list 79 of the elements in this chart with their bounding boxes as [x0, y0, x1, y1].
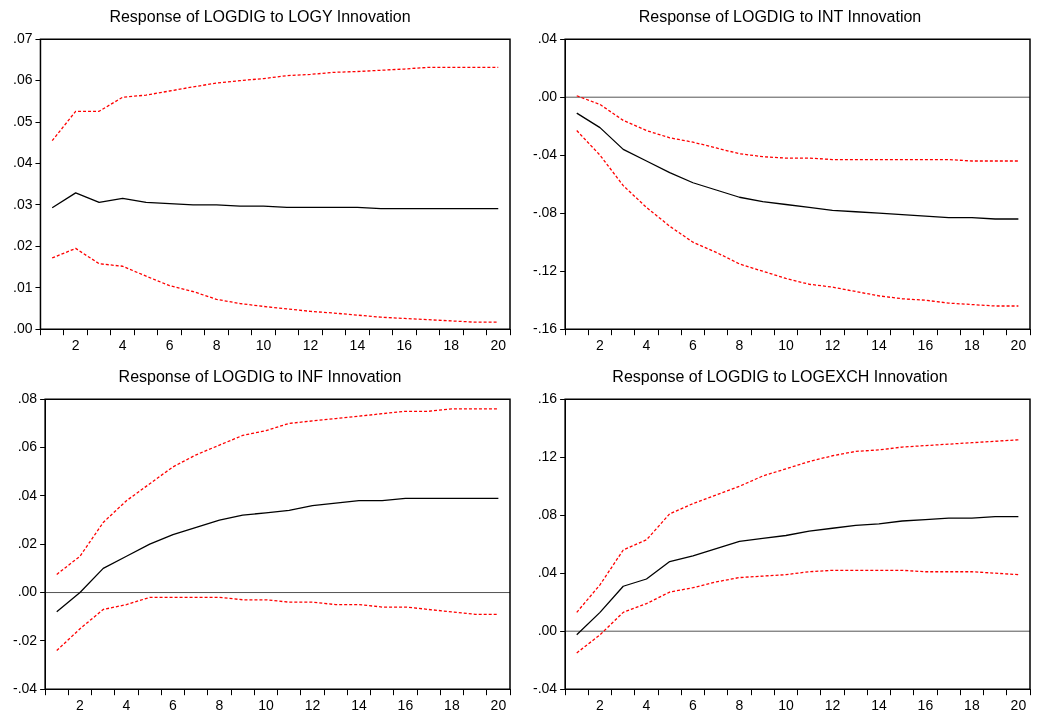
x-tick-label: 8 — [735, 337, 744, 354]
y-tick-label: .04 — [12, 154, 33, 171]
y-tick-label: .00 — [17, 583, 38, 600]
y-tick-label: -.02 — [13, 631, 38, 648]
y-tick-label: -.04 — [533, 680, 558, 697]
x-tick-label: 2 — [71, 337, 80, 354]
x-tick-label: 16 — [397, 697, 414, 714]
x-tick-label: 18 — [443, 337, 460, 354]
y-tick-label: -.08 — [533, 204, 558, 221]
y-tick-label: .02 — [17, 535, 38, 552]
line-series — [576, 569, 1020, 654]
x-tick-label: 10 — [255, 337, 272, 354]
x-tick-label: 14 — [349, 337, 366, 354]
x-tick-label: 12 — [304, 697, 321, 714]
y-tick-label: .00 — [12, 320, 33, 337]
x-tick-label: 14 — [871, 697, 887, 714]
y-tick-label: .08 — [537, 506, 558, 523]
x-tick-label: 12 — [824, 697, 841, 714]
y-tick-label: .00 — [537, 622, 558, 639]
y-tick-label: .07 — [12, 30, 33, 47]
x-tick-label: 20 — [490, 697, 507, 714]
x-tick-label: 4 — [642, 697, 651, 714]
chart-title: Response of LOGDIG to LOGEXCH Innovation — [612, 368, 948, 386]
x-tick-label: 4 — [122, 697, 131, 714]
chart-title: Response of LOGDIG to INF Innovation — [118, 368, 402, 386]
x-tick-label: 10 — [778, 337, 794, 354]
y-tick-label: .03 — [12, 195, 33, 212]
x-tick-label: 4 — [118, 337, 127, 354]
x-tick-label: 16 — [917, 337, 934, 354]
x-tick-label: 6 — [165, 337, 174, 354]
x-tick-label: 10 — [778, 697, 794, 714]
y-tick-label: .00 — [537, 88, 558, 105]
x-tick-label: 8 — [212, 337, 221, 354]
x-tick-label: 12 — [302, 337, 319, 354]
x-tick-label: 2 — [76, 697, 85, 714]
x-tick-label: 2 — [596, 337, 605, 354]
line-series — [576, 439, 1020, 613]
x-tick-label: 18 — [444, 697, 460, 714]
y-tick-label: -.16 — [533, 320, 558, 337]
line-series — [51, 247, 499, 323]
x-tick-label: 6 — [689, 697, 698, 714]
line-series — [576, 95, 1020, 162]
y-tick-label: -.04 — [533, 146, 558, 163]
x-tick-label: 20 — [1010, 697, 1027, 714]
x-tick-label: 20 — [490, 337, 507, 354]
x-tick-label: 6 — [689, 337, 698, 354]
y-tick-label: .04 — [17, 486, 38, 503]
y-tick-label: .05 — [12, 112, 33, 129]
line-series — [56, 596, 500, 652]
y-tick-label: .02 — [12, 237, 33, 254]
line-series — [56, 408, 500, 576]
y-tick-label: .06 — [17, 438, 38, 455]
y-tick-label: .16 — [537, 390, 558, 407]
x-tick-label: 18 — [964, 337, 980, 354]
y-tick-label: .06 — [12, 71, 33, 88]
y-tick-label: .12 — [537, 448, 558, 465]
x-tick-label: 8 — [215, 697, 224, 714]
x-tick-label: 4 — [642, 337, 651, 354]
chart-title: Response of LOGDIG to INT Innovation — [638, 8, 922, 26]
y-tick-label: .04 — [537, 30, 558, 47]
x-tick-label: 8 — [735, 697, 744, 714]
y-tick-label: .04 — [537, 564, 558, 581]
chart-title: Response of LOGDIG to LOGY Innovation — [109, 8, 411, 26]
y-tick-label: .01 — [12, 278, 33, 295]
x-tick-label: 16 — [396, 337, 413, 354]
x-tick-label: 2 — [596, 697, 605, 714]
x-tick-label: 16 — [917, 697, 934, 714]
line-series — [51, 66, 499, 142]
x-tick-label: 10 — [258, 697, 274, 714]
line-series — [576, 129, 1020, 307]
x-tick-label: 20 — [1010, 337, 1027, 354]
x-tick-label: 14 — [351, 697, 367, 714]
y-tick-label: -.12 — [533, 262, 558, 279]
y-tick-label: .08 — [17, 390, 38, 407]
x-tick-label: 14 — [871, 337, 887, 354]
x-tick-label: 18 — [964, 697, 980, 714]
x-tick-label: 12 — [824, 337, 841, 354]
x-tick-label: 6 — [169, 697, 178, 714]
y-tick-label: -.04 — [13, 680, 38, 697]
